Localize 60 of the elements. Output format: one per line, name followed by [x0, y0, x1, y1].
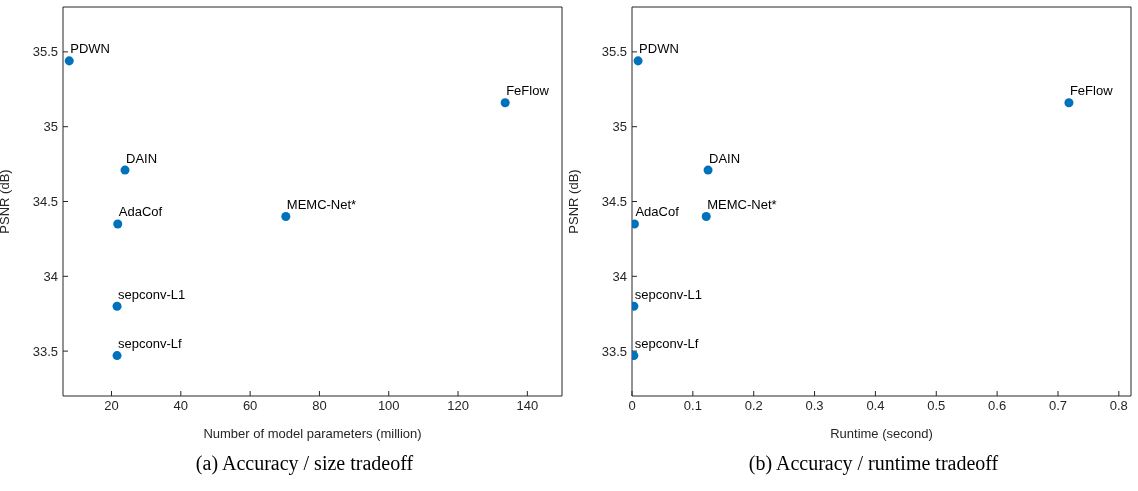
series-label: MEMC-Net* [286, 196, 357, 212]
x-tick-label: 120 [447, 398, 469, 414]
x-tick-label: 20 [104, 398, 119, 414]
point [64, 56, 74, 66]
x-tick-label: 60 [242, 398, 258, 414]
x-tick-label: 0.4 [866, 398, 885, 414]
series-label: sepconv-L1 [634, 286, 703, 302]
series-label: sepconv-Lf [118, 336, 183, 352]
x-axis-title: Runtime (second) [830, 426, 933, 441]
series-label: DAIN [709, 150, 741, 166]
series-label: sepconv-Lf [634, 336, 699, 352]
point [112, 301, 122, 311]
y-tick-label: 34.5 [601, 194, 627, 210]
point [113, 219, 123, 229]
y-tick-label: 34 [43, 268, 58, 284]
series-label: PDWN [639, 41, 679, 57]
point [1064, 98, 1074, 108]
series-label: FeFlow [1069, 83, 1114, 99]
x-axis-title: Number of model parameters (million) [203, 426, 422, 441]
point [500, 98, 510, 108]
point [633, 56, 643, 66]
y-axis-title: PSNR (dB) [565, 169, 581, 234]
series-label: sepconv-L1 [118, 286, 186, 302]
point [632, 301, 639, 311]
series-label: AdaCof [118, 204, 163, 220]
y-axis-title: PSNR (dB) [0, 169, 12, 234]
point [703, 165, 713, 175]
point [112, 351, 122, 361]
point [632, 351, 639, 361]
series-label: MEMC-Net* [707, 196, 777, 212]
x-tick-label: 40 [173, 398, 189, 414]
y-tick-label: 34 [612, 268, 627, 284]
point [632, 219, 639, 229]
x-tick-label: 140 [516, 398, 539, 414]
text: (a) Accuracy / size tradeoff [194, 452, 415, 475]
x-tick-label: 0.3 [805, 398, 824, 414]
series-label: DAIN [126, 150, 158, 166]
x-tick-label: 80 [312, 398, 327, 414]
x-tick-label: 0 [628, 398, 636, 414]
x-tick-label: 0.5 [927, 398, 946, 414]
point [701, 211, 711, 221]
y-tick-label: 35.5 [601, 44, 627, 60]
series-label: PDWN [70, 41, 110, 57]
series-label: FeFlow [506, 83, 550, 99]
x-tick-label: 0.6 [988, 398, 1007, 414]
x-tick-label: 0.2 [744, 398, 763, 414]
x-tick-label: 0.1 [683, 398, 702, 414]
text: (b) Accuracy / runtime tradeoff [747, 452, 1000, 475]
x-tick-label: 0.7 [1048, 398, 1068, 414]
y-tick-label: 35 [612, 119, 627, 135]
x-tick-label: 0.8 [1109, 398, 1128, 414]
point [281, 211, 291, 221]
x-tick-label: 100 [377, 398, 400, 414]
y-tick-label: 33.5 [32, 343, 58, 359]
y-tick-label: 35 [43, 119, 58, 135]
y-tick-label: 33.5 [601, 343, 627, 359]
series-label: AdaCof [635, 204, 680, 220]
point [120, 165, 130, 175]
y-tick-label: 35.5 [32, 44, 58, 60]
y-tick-label: 34.5 [32, 194, 58, 210]
